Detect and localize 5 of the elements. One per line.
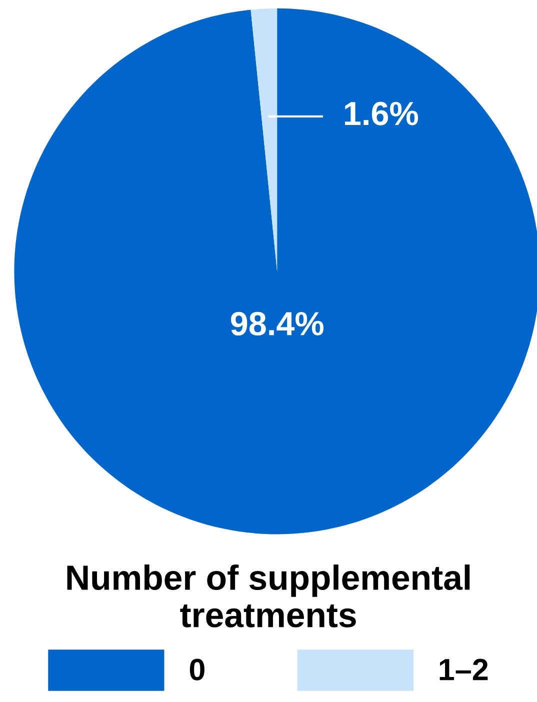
legend-title: Number of supplemental treatments <box>67 564 470 628</box>
legend-label: 0 <box>190 658 204 680</box>
legend-label: 1–2 <box>440 658 488 680</box>
data-label: 1.6% <box>345 102 418 126</box>
data-label: 98.4% <box>230 312 324 336</box>
